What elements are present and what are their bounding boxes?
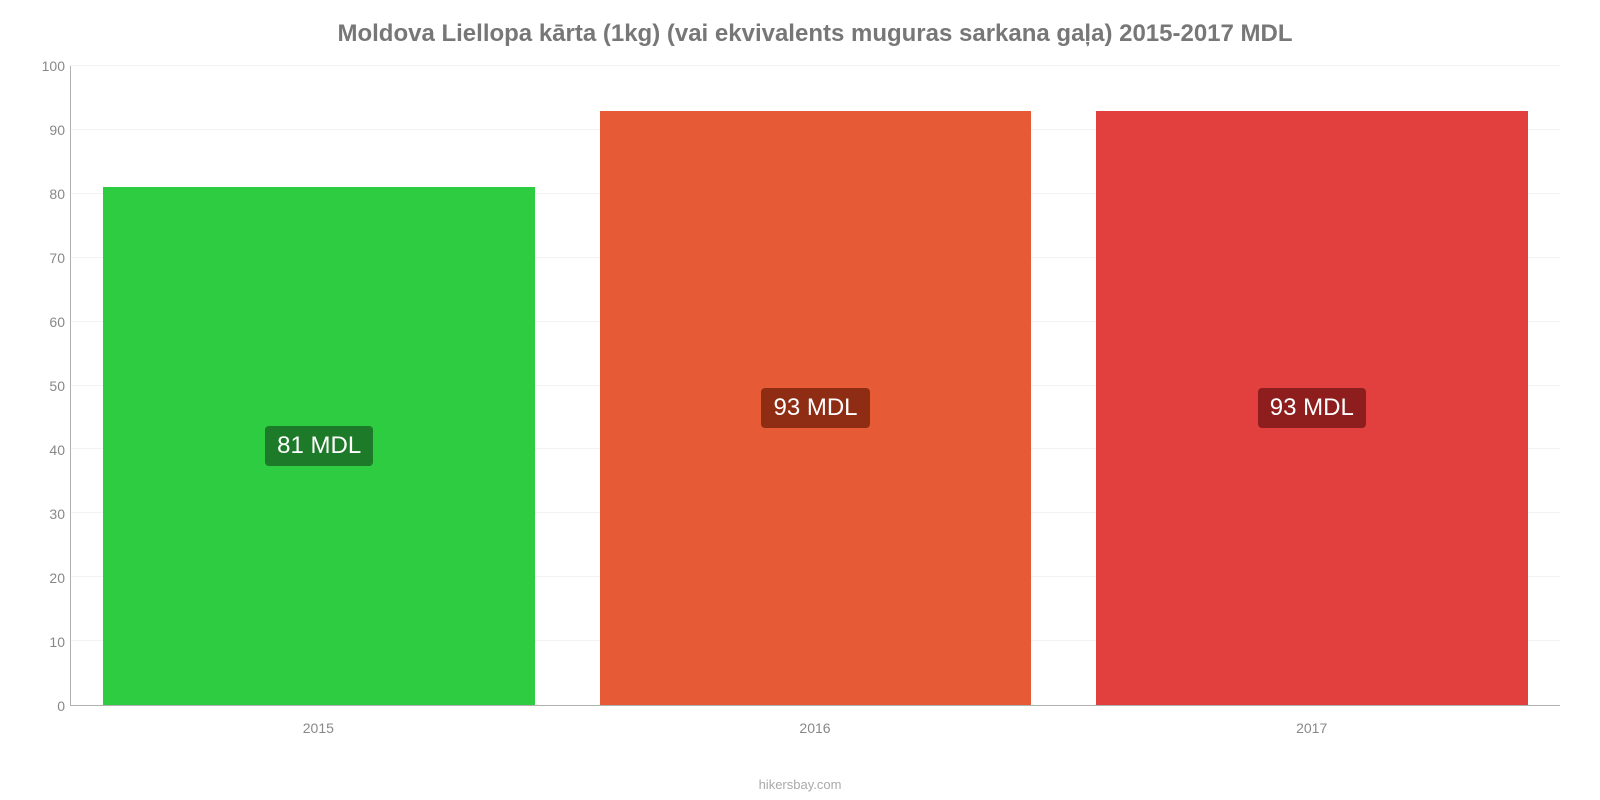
bars-group: 81 MDL 93 MDL 93 MDL — [71, 66, 1560, 705]
y-tick: 0 — [20, 698, 65, 714]
bar-slot: 93 MDL — [1064, 66, 1560, 705]
bar-slot: 93 MDL — [567, 66, 1063, 705]
plot-area-wrap: 0102030405060708090100 81 MDL93 MDL93 MD… — [70, 66, 1560, 706]
x-tick: 2017 — [1063, 720, 1560, 736]
bar-value-label: 93 MDL — [1258, 388, 1366, 428]
chart-container: Moldova Liellopa kārta (1kg) (vai ekviva… — [0, 0, 1600, 800]
plot-area: 81 MDL 93 MDL 93 MDL — [70, 66, 1560, 706]
bar-value-label: 81 MDL — [265, 426, 373, 466]
x-tick: 2016 — [567, 720, 1064, 736]
bar: 93 MDL — [600, 111, 1032, 705]
y-tick: 30 — [20, 506, 65, 522]
bar-slot: 81 MDL — [71, 66, 567, 705]
bar: 93 MDL — [1096, 111, 1528, 705]
y-tick: 10 — [20, 634, 65, 650]
bar-value-label: 93 MDL — [761, 388, 869, 428]
chart-title: Moldova Liellopa kārta (1kg) (vai ekviva… — [70, 20, 1560, 48]
y-axis: 0102030405060708090100 — [20, 66, 65, 706]
y-tick: 40 — [20, 442, 65, 458]
y-tick: 50 — [20, 378, 65, 394]
source-attribution: hikersbay.com — [0, 777, 1600, 792]
bar: 81 MDL — [103, 187, 535, 705]
y-tick: 70 — [20, 250, 65, 266]
x-tick: 2015 — [70, 720, 567, 736]
x-axis: 201520162017 — [70, 720, 1560, 736]
y-tick: 20 — [20, 570, 65, 586]
y-tick: 60 — [20, 314, 65, 330]
y-tick: 90 — [20, 122, 65, 138]
y-tick: 80 — [20, 186, 65, 202]
y-tick: 100 — [20, 58, 65, 74]
